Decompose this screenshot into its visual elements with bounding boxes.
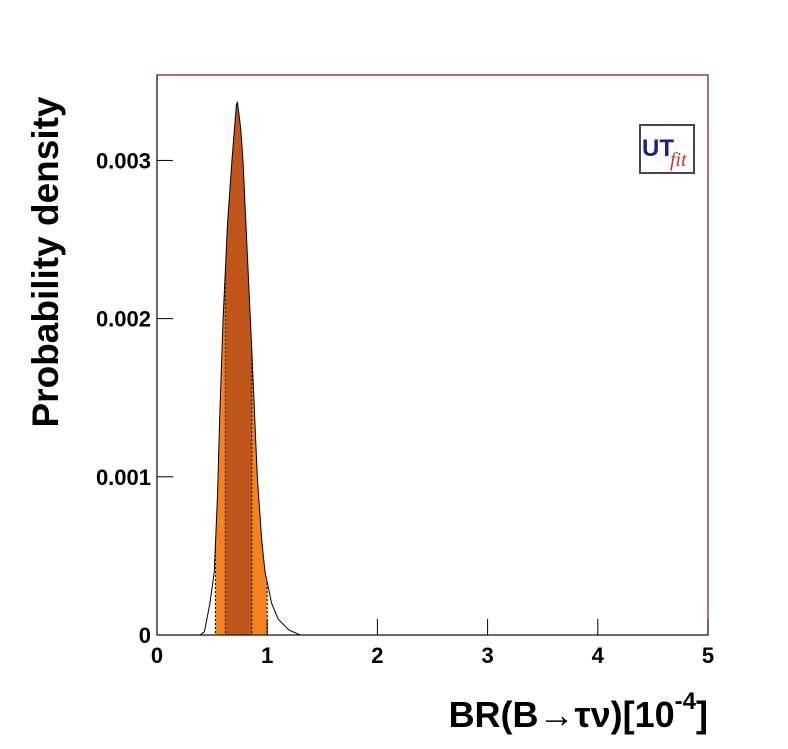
logo-ut: UT <box>642 135 674 162</box>
y-tick-label: 0 <box>139 623 151 648</box>
x-tick-label: 2 <box>371 643 383 668</box>
x-tick-label: 4 <box>592 643 605 668</box>
x-axis-title-end: ] <box>696 694 708 735</box>
logo-box <box>639 124 695 174</box>
x-axis-title-main: BR(B→τν)[10 <box>449 694 675 735</box>
y-tick-label: 0.003 <box>96 148 151 173</box>
density-line <box>157 101 708 636</box>
y-tick-label: 0.001 <box>96 465 151 490</box>
x-tick-label: 3 <box>481 643 493 668</box>
y-tick-label: 0.002 <box>96 307 151 332</box>
x-tick-label: 1 <box>261 643 273 668</box>
logo: UT fit <box>639 124 695 174</box>
x-axis-title-exponent: -4 <box>675 688 697 715</box>
y-axis-title: Probability density <box>25 96 66 427</box>
credible-interval <box>225 101 252 635</box>
x-tick-label: 0 <box>151 643 163 668</box>
logo-fit: fit <box>670 149 687 171</box>
x-axis-title: BR(B→τν)[10-4] <box>449 688 708 735</box>
x-tick-label: 5 <box>702 643 714 668</box>
